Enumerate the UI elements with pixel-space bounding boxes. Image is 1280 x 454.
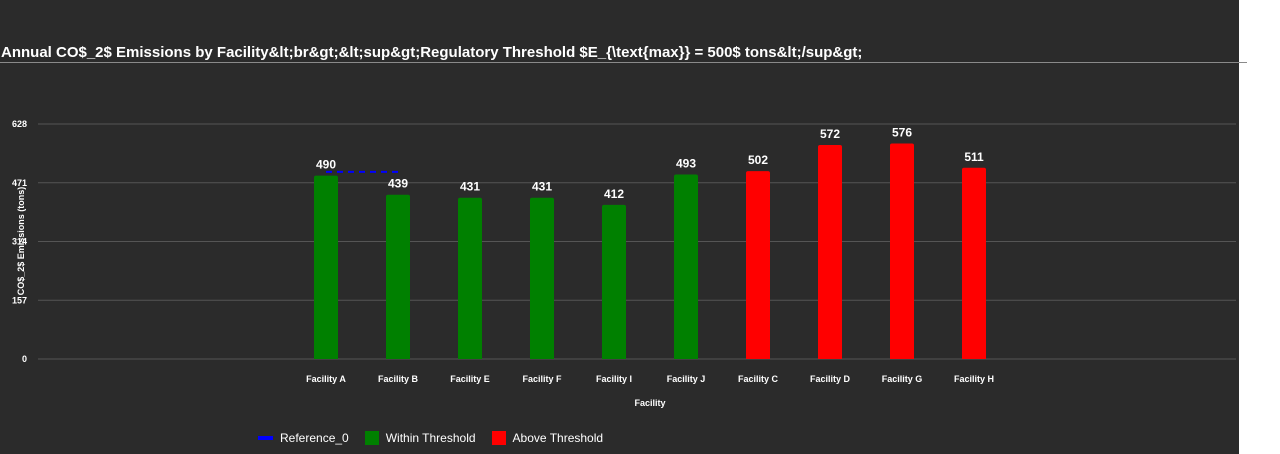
title-divider: [0, 62, 1247, 63]
x-tick-label: Facility F: [522, 374, 562, 384]
data-label: 502: [748, 153, 768, 167]
data-label: 511: [964, 150, 984, 164]
x-tick-label: Facility H: [954, 374, 994, 384]
y-tick-label: 0: [22, 354, 27, 364]
y-tick-label: 471: [12, 178, 27, 188]
legend-item-within[interactable]: Within Threshold: [364, 431, 476, 445]
data-label: 431: [460, 180, 480, 194]
x-tick-label: Facility I: [596, 374, 632, 384]
y-axis-title: CO$_2$ Emissions (tons): [16, 187, 26, 296]
chart-title: Annual CO$_2$ Emissions by Facility&lt;b…: [1, 44, 863, 61]
bar: [386, 194, 410, 359]
bar: [818, 144, 842, 359]
grid-lines: [38, 123, 1236, 360]
legend-swatch-above: [491, 431, 506, 445]
legend-item-reference[interactable]: Reference_0: [258, 431, 349, 445]
x-tick-label: Facility A: [306, 374, 346, 384]
legend-item-above[interactable]: Above Threshold: [491, 431, 604, 445]
bars: [314, 143, 986, 359]
data-label: 493: [676, 157, 696, 171]
legend-label-above: Above Threshold: [512, 431, 604, 445]
legend: Reference_0 Within Threshold Above Thres…: [258, 431, 619, 445]
x-axis-ticks: Facility A Facility B Facility E Facility F…: [306, 374, 994, 384]
x-tick-label: Facility G: [882, 374, 923, 384]
data-label: 576: [892, 125, 912, 139]
bar: [962, 167, 986, 359]
data-label: 431: [532, 180, 552, 194]
data-label: 439: [388, 177, 408, 191]
bar: [890, 143, 914, 359]
x-axis-title: Facility: [634, 398, 665, 408]
bar: [458, 197, 482, 359]
legend-label-reference: Reference_0: [280, 431, 349, 445]
data-label: 412: [604, 187, 624, 201]
bar: [674, 174, 698, 359]
x-tick-label: Facility D: [810, 374, 851, 384]
y-tick-label: 314: [12, 237, 27, 247]
chart-panel: Annual CO$_2$ Emissions by Facility&lt;b…: [0, 0, 1247, 454]
legend-swatch-within: [364, 431, 379, 445]
data-label: 490: [316, 158, 336, 172]
y-tick-label: 628: [12, 119, 27, 129]
bar: [530, 197, 554, 359]
bar: [602, 204, 626, 359]
legend-swatch-reference: [258, 436, 273, 440]
bar: [314, 175, 338, 359]
y-tick-label: 157: [12, 295, 27, 305]
x-tick-label: Facility B: [378, 374, 419, 384]
data-labels: 490 439 431 431 412 493 502 572 576 511: [316, 125, 984, 200]
x-tick-label: Facility E: [450, 374, 490, 384]
bar: [746, 171, 770, 359]
x-tick-label: Facility C: [738, 374, 779, 384]
y-axis-ticks: 0 157 314 471 628: [12, 119, 27, 364]
x-tick-label: Facility J: [667, 374, 706, 384]
legend-label-within: Within Threshold: [385, 431, 476, 445]
data-label: 572: [820, 127, 840, 141]
